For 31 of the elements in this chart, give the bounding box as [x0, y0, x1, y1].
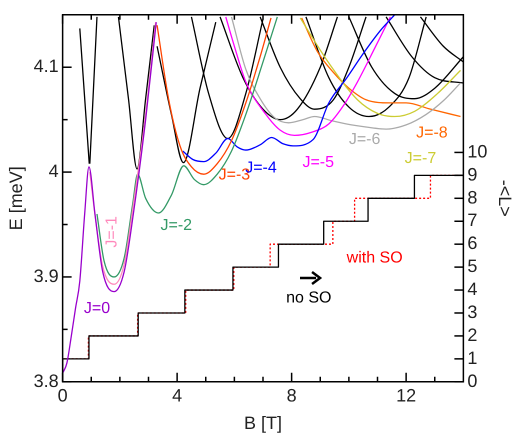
y-axis-title: E [meV] — [6, 166, 26, 230]
y2-tick-label: 6 — [467, 233, 478, 254]
y2-tick-label: 4 — [467, 279, 478, 300]
text: J=-1 — [103, 216, 120, 248]
y-tick-label: 4.1 — [34, 56, 59, 76]
series-label: J=0 — [84, 300, 110, 317]
series-label: J=-5 — [302, 154, 334, 172]
x-axis-title: B [T] — [244, 413, 282, 434]
series-label: with SO — [346, 249, 403, 266]
y2-tick-label: 1 — [467, 348, 478, 368]
y2-tick-label: 3 — [467, 302, 478, 322]
y2-axis-title: -<L> — [495, 180, 516, 217]
y-tick-label: 3.8 — [34, 370, 59, 391]
y2-tick-label: 10 — [467, 141, 488, 162]
x-tick-label: 4 — [172, 386, 182, 406]
series-label: J=-6 — [348, 130, 381, 148]
y2-tick-label: 5 — [467, 256, 478, 276]
series-label: J=-2 — [160, 216, 192, 234]
text: J=-7 — [404, 150, 436, 167]
x-tick-label: 12 — [396, 386, 416, 406]
series-label: J=-8 — [416, 124, 448, 142]
y2-tick-label: 0 — [467, 370, 478, 391]
y-tick-label: 3.9 — [34, 266, 59, 286]
legend-label: no SO — [286, 289, 332, 306]
y2-tick-label: 9 — [467, 164, 478, 184]
y-tick-label: 4 — [48, 161, 59, 182]
y2-tick-label: 7 — [467, 210, 478, 230]
x-tick-label: 8 — [286, 386, 297, 406]
x-tick-label: 0 — [58, 386, 68, 406]
y2-tick-label: 8 — [467, 187, 478, 208]
y2-tick-label: 2 — [467, 324, 478, 345]
